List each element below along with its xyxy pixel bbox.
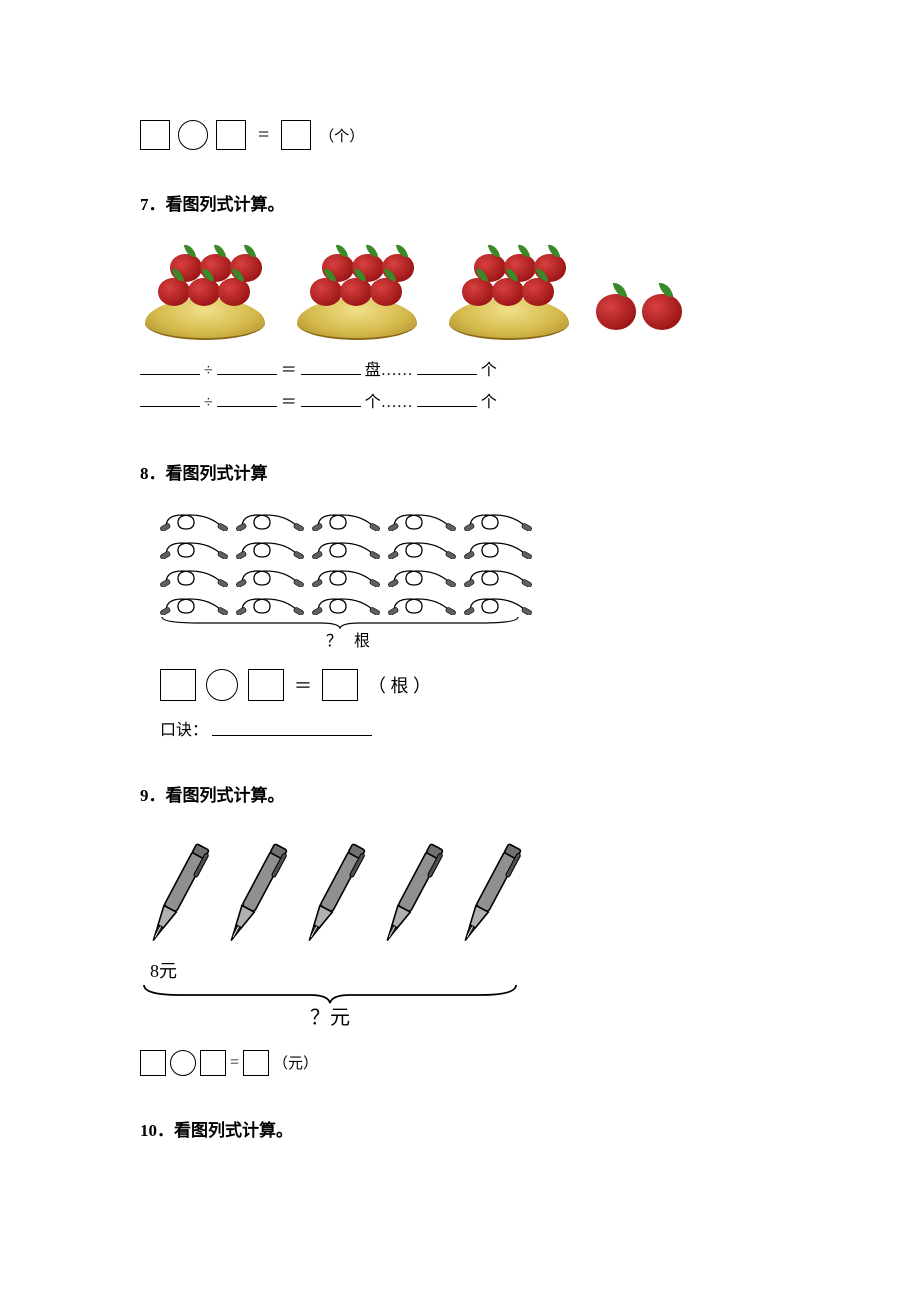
jump-rope-icon (464, 565, 532, 587)
q7-fill-line-1: ÷ ＝ 盘…… 个 (140, 355, 780, 387)
fountain-pen-icon (218, 831, 294, 961)
operand-box-1[interactable] (140, 120, 170, 150)
q9-equation: = （元） (140, 1050, 780, 1076)
unit-label: （ 根 ） (368, 672, 431, 698)
q9-title: 9．看图列式计算。 (140, 781, 780, 806)
jump-rope-icon (236, 509, 304, 531)
fountain-pen-icon (140, 831, 216, 961)
result-box[interactable] (322, 669, 358, 701)
q8-title: 8．看图列式计算 (140, 459, 780, 484)
jump-rope-icon (236, 565, 304, 587)
unit-label: （个） (319, 125, 364, 146)
equation-box-circle-box: = （个） (140, 120, 780, 150)
operand-box-2[interactable] (248, 669, 284, 701)
operator-circle[interactable] (206, 669, 238, 701)
koujue-line: 口诀： (160, 715, 540, 740)
blank[interactable] (417, 355, 477, 375)
jump-rope-icon (388, 565, 456, 587)
blank[interactable] (212, 715, 372, 735)
operand-box-2[interactable] (200, 1050, 226, 1076)
loose-apples (596, 282, 682, 340)
q7-title: 7．看图列式计算。 (140, 190, 780, 215)
pen-illustration: 8元 ？元 (140, 831, 540, 1030)
operand-box-1[interactable] (140, 1050, 166, 1076)
apple-illustration (140, 240, 780, 340)
operand-box-1[interactable] (160, 669, 196, 701)
blank[interactable] (417, 387, 477, 407)
blank[interactable] (217, 387, 277, 407)
q10-title: 10．看图列式计算。 (140, 1116, 780, 1141)
equals-sign: = (230, 1054, 239, 1072)
jump-rope-icon (160, 593, 228, 615)
apple-plate (444, 240, 574, 340)
unit-label: （元） (273, 1052, 318, 1073)
question-label: ？元 (140, 1001, 520, 1030)
jump-rope-icon (464, 593, 532, 615)
rope-illustration: ？ 根 ＝ （ 根 ） 口诀： (140, 509, 540, 740)
jump-rope-icon (464, 509, 532, 531)
jump-rope-icon (312, 593, 380, 615)
fountain-pen-icon (452, 831, 528, 961)
operator-circle[interactable] (170, 1050, 196, 1076)
operand-box-2[interactable] (216, 120, 246, 150)
jump-rope-icon (312, 509, 380, 531)
jump-rope-icon (464, 537, 532, 559)
result-box[interactable] (243, 1050, 269, 1076)
jump-rope-icon (160, 537, 228, 559)
apple-plate (292, 240, 422, 340)
jump-rope-icon (236, 593, 304, 615)
equals-sign: = (254, 124, 273, 147)
apple-plate (140, 240, 270, 340)
brace-label: ？ 根 (160, 627, 540, 651)
fountain-pen-icon (296, 831, 372, 961)
equals-sign: ＝ (294, 672, 312, 698)
jump-rope-icon (388, 593, 456, 615)
q7-fill-line-2: ÷ ＝ 个…… 个 (140, 387, 780, 419)
jump-rope-icon (388, 537, 456, 559)
jump-rope-icon (160, 565, 228, 587)
fountain-pen-icon (374, 831, 450, 961)
blank[interactable] (140, 387, 200, 407)
jump-rope-icon (312, 565, 380, 587)
blank[interactable] (301, 355, 361, 375)
blank[interactable] (140, 355, 200, 375)
q8-equation: ＝ （ 根 ） (160, 669, 540, 701)
jump-rope-icon (160, 509, 228, 531)
blank[interactable] (217, 355, 277, 375)
result-box[interactable] (281, 120, 311, 150)
operator-circle[interactable] (178, 120, 208, 150)
blank[interactable] (301, 387, 361, 407)
jump-rope-icon (312, 537, 380, 559)
jump-rope-icon (388, 509, 456, 531)
jump-rope-icon (236, 537, 304, 559)
